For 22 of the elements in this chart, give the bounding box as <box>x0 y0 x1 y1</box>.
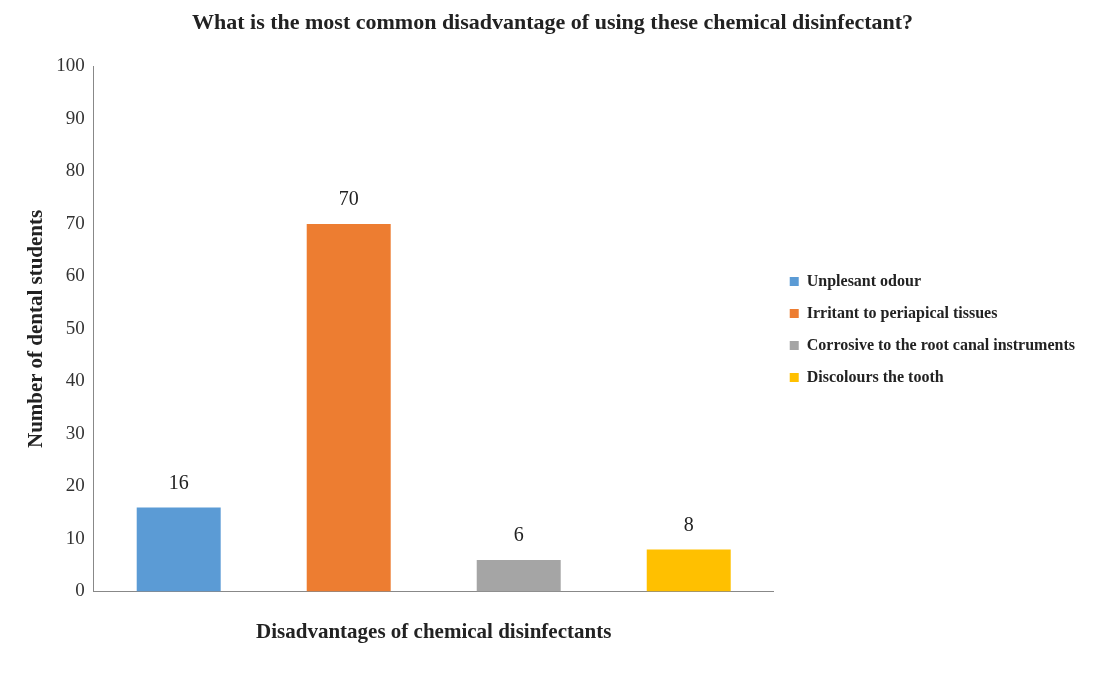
data-label: 6 <box>513 523 524 546</box>
y-tick-label: 80 <box>65 159 85 181</box>
x-axis-title: Disadvantages of chemical disinfectants <box>256 618 612 643</box>
y-tick-label: 30 <box>65 421 85 443</box>
y-tick-label: 100 <box>56 54 85 76</box>
legend-label: Discolours the tooth <box>806 367 944 385</box>
data-label: 70 <box>338 187 359 210</box>
data-label: 8 <box>683 512 694 535</box>
y-tick-label: 40 <box>65 369 85 391</box>
y-tick-label: 0 <box>75 579 85 601</box>
chart-title: What is the most common disadvantage of using these chemical disinfectant? <box>191 8 914 34</box>
legend-label: Irritant to periapical tissues <box>806 303 998 322</box>
y-tick-label: 10 <box>65 526 85 548</box>
legend-label: Corrosive to the root canal instruments <box>806 335 1075 353</box>
y-tick-label: 70 <box>65 211 85 233</box>
y-tick-label: 20 <box>65 474 85 496</box>
legend-label: Unplesant odour <box>806 271 921 290</box>
data-label: 16 <box>168 470 189 493</box>
y-axis-title: Number of dental students <box>23 209 48 449</box>
y-tick-label: 60 <box>65 264 85 286</box>
y-tick-label: 50 <box>65 316 85 338</box>
y-tick-label: 90 <box>65 106 85 128</box>
